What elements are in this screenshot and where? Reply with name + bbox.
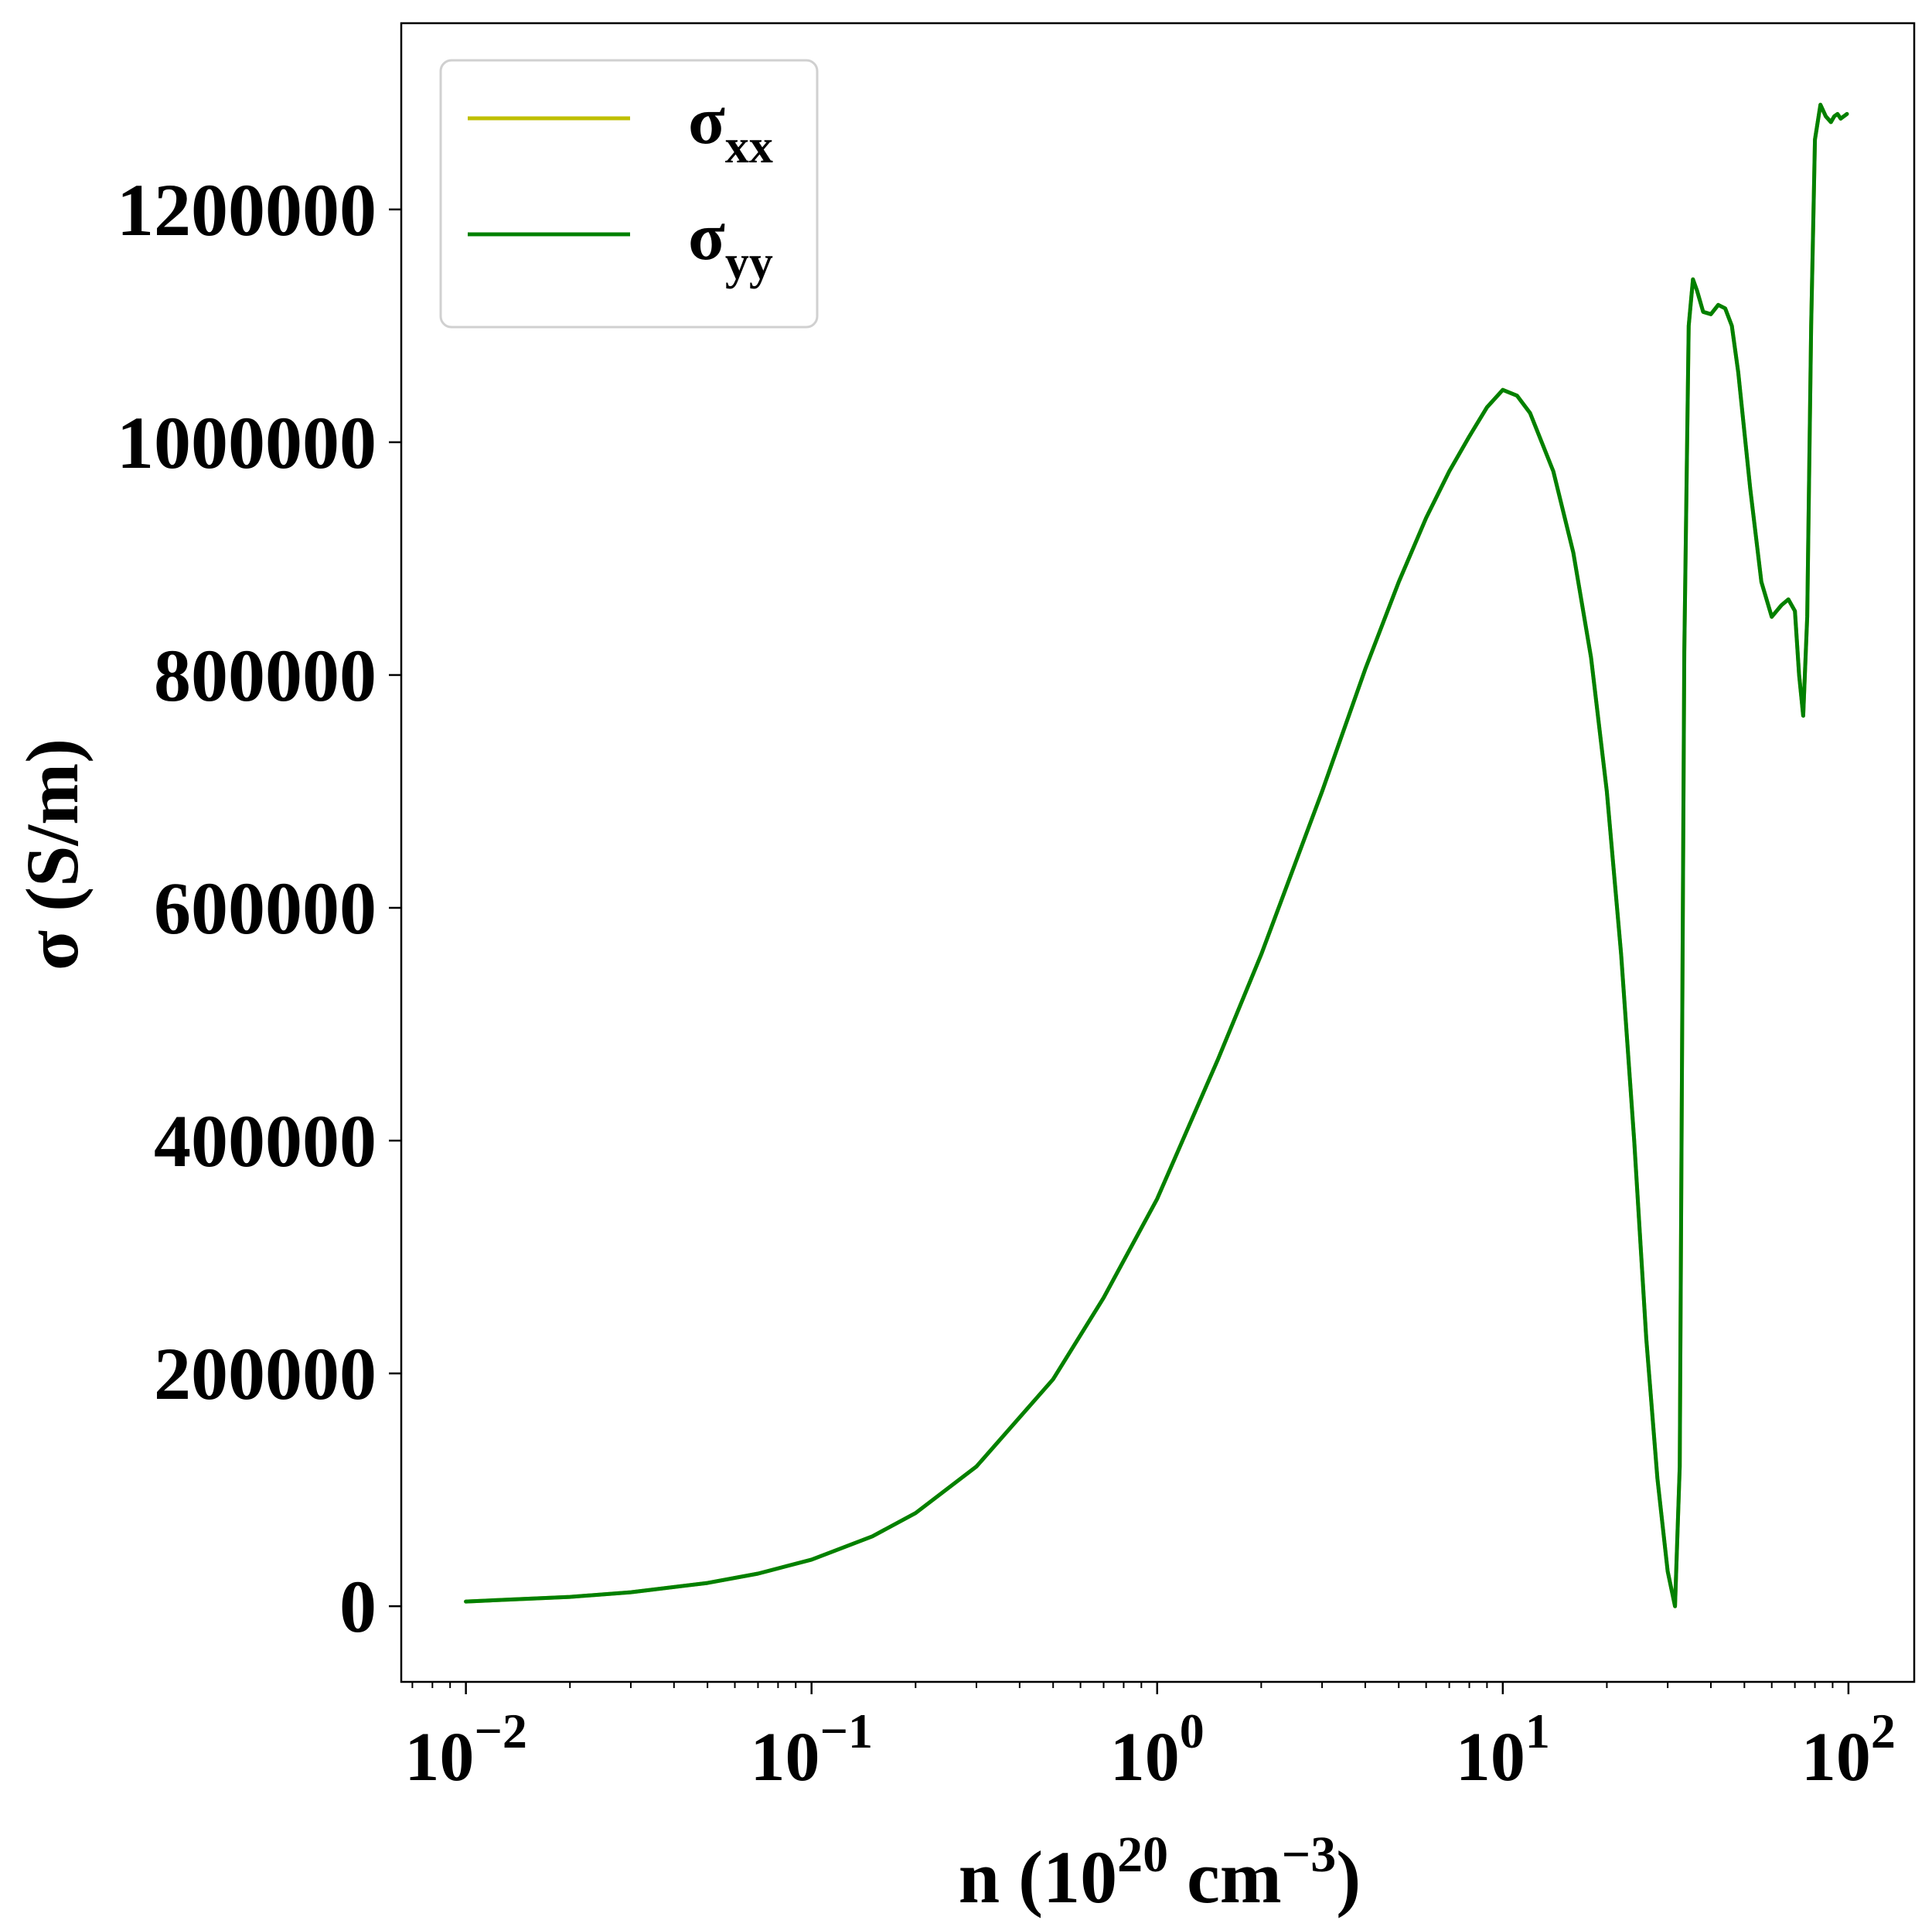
y-axis-ticks: 0 200000 400000 600000 800000 1000000 1200000 (117, 169, 401, 1648)
y-tick-label: 1000000 (117, 401, 377, 484)
x-tick-label: 102 (1801, 1704, 1896, 1796)
y-tick-label: 1200000 (117, 169, 377, 251)
y-axis-label: σ (S/m) (11, 738, 94, 970)
legend-box (439, 59, 819, 329)
y-tick-label: 600000 (154, 867, 377, 950)
x-tick-label: 101 (1456, 1704, 1550, 1796)
series-layer (464, 102, 1849, 1608)
legend-label-sigma-xx: σxx (688, 84, 773, 173)
legend-label-sigma-yy: σyy (688, 200, 773, 289)
x-axis-ticks: 10−2 10−1 100 101 102 (404, 1682, 1896, 1796)
series-line-yy (464, 102, 1849, 1608)
x-tick-label: 10−2 (404, 1704, 526, 1796)
y-tick-label: 800000 (154, 634, 377, 717)
x-tick-label: 10−1 (750, 1704, 872, 1796)
x-axis-label: n (1020 cm−3) (959, 1826, 1361, 1918)
x-tick-label: 100 (1110, 1704, 1205, 1796)
y-tick-label: 0 (339, 1565, 377, 1648)
y-tick-label: 400000 (154, 1100, 377, 1182)
legend: σxx σyy (439, 59, 819, 329)
y-tick-label: 200000 (154, 1332, 377, 1415)
